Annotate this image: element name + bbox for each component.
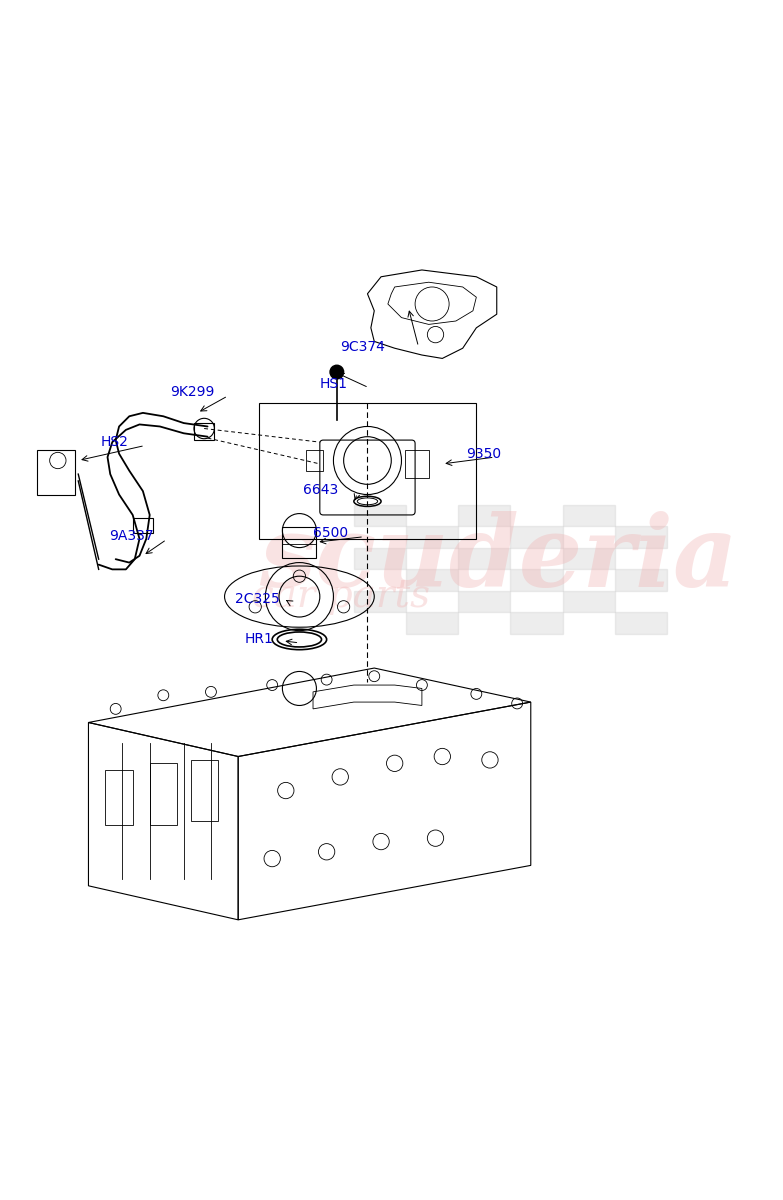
Bar xyxy=(258,403,476,539)
Bar xyxy=(190,760,218,821)
Bar xyxy=(106,770,132,824)
Text: 9K299: 9K299 xyxy=(170,385,215,400)
Bar xyxy=(406,612,458,634)
Bar xyxy=(283,527,316,558)
Text: HS2: HS2 xyxy=(101,436,128,449)
Bar xyxy=(458,548,511,569)
Text: 9A337: 9A337 xyxy=(109,529,153,544)
Bar xyxy=(458,505,511,527)
Text: HS1: HS1 xyxy=(319,377,348,391)
Bar xyxy=(405,450,429,478)
Bar xyxy=(562,505,615,527)
Text: 9C374: 9C374 xyxy=(341,340,385,354)
Bar xyxy=(406,569,458,590)
Bar xyxy=(354,590,406,612)
Text: 2C325: 2C325 xyxy=(235,592,280,606)
Bar xyxy=(615,527,667,548)
Bar xyxy=(562,590,615,612)
Bar xyxy=(354,505,406,527)
Bar xyxy=(132,518,153,533)
Bar xyxy=(615,569,667,590)
Bar xyxy=(615,612,667,634)
Bar xyxy=(511,612,562,634)
Bar xyxy=(458,590,511,612)
Bar xyxy=(562,548,615,569)
Bar xyxy=(511,569,562,590)
Circle shape xyxy=(330,365,344,379)
Bar xyxy=(306,450,323,470)
Bar xyxy=(194,424,215,440)
Bar xyxy=(38,450,75,494)
Bar xyxy=(511,527,562,548)
Text: HR1: HR1 xyxy=(245,632,274,647)
Text: scuderia: scuderia xyxy=(258,511,738,607)
Text: 9350: 9350 xyxy=(466,446,501,461)
Text: 6500: 6500 xyxy=(313,527,348,540)
Text: 6643: 6643 xyxy=(303,482,338,497)
Bar xyxy=(354,548,406,569)
Text: car parts: car parts xyxy=(252,578,430,616)
Bar xyxy=(150,763,177,824)
Bar xyxy=(406,527,458,548)
